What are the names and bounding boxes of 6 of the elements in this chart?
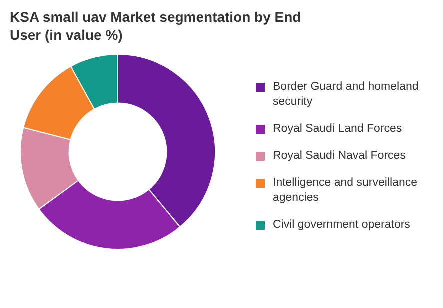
legend-label: Royal Saudi Land Forces [273, 122, 402, 137]
legend-label: Intelligence and surveillance agencies [273, 176, 418, 206]
legend-label: Border Guard and homeland security [273, 80, 420, 110]
legend-label: Royal Saudi Naval Forces [273, 149, 406, 164]
chart-title: KSA small uav Market segmentation by End User (in value %) [10, 8, 302, 44]
legend-label: Civil government operators [273, 218, 410, 233]
